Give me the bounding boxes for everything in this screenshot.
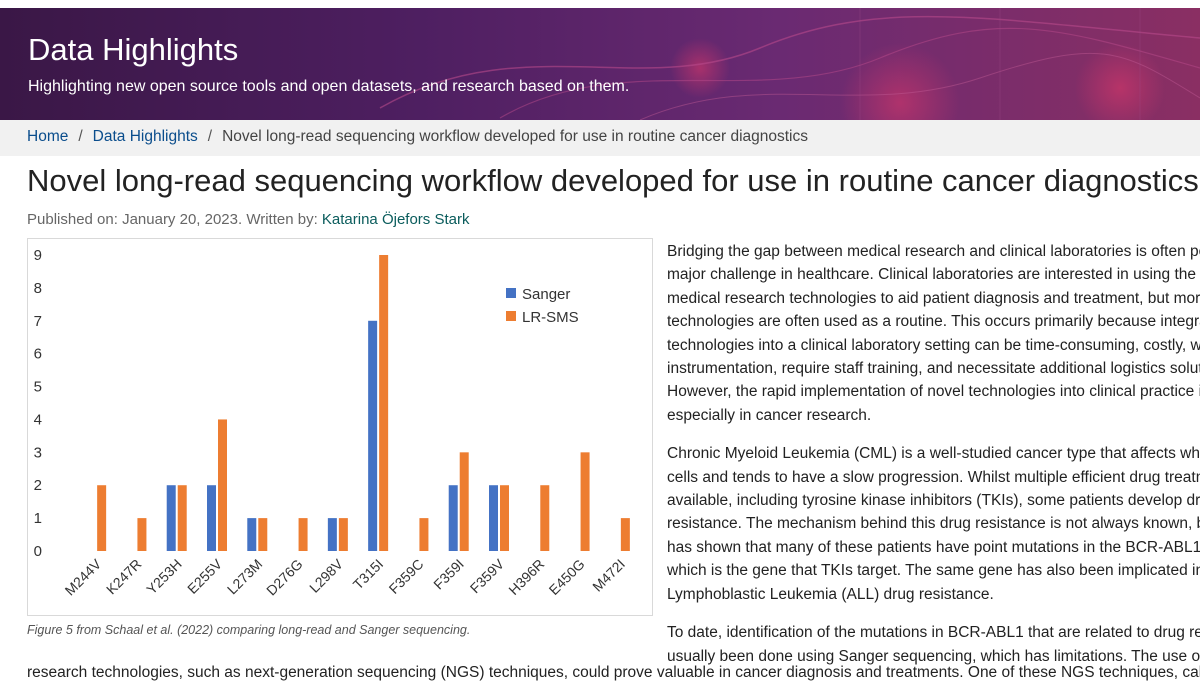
x-tick-label: E255V (184, 555, 226, 597)
article-paragraph: Bridging the gap between medical researc… (667, 240, 1200, 427)
y-tick-label: 5 (34, 379, 42, 396)
bar-sanger-y253h (166, 485, 176, 551)
text-line: available, including tyrosine kinase inh… (667, 492, 1200, 510)
legend-label-sanger: Sanger (522, 286, 570, 303)
text-line: Chronic Myeloid Leukemia (CML) is a well… (667, 445, 1200, 463)
x-tick-label: T315I (350, 556, 387, 593)
text-line: Bridging the gap between medical researc… (667, 243, 1200, 260)
x-tick-label: F359V (467, 555, 508, 596)
y-tick-label: 8 (34, 280, 42, 297)
bar-lr-sms-m244v (97, 485, 107, 551)
y-tick-label: 3 (34, 444, 42, 461)
y-tick-label: 1 (34, 510, 42, 527)
x-tick-label: F359C (386, 556, 427, 597)
bar-lr-sms-f359i (459, 452, 469, 551)
y-tick-label: 9 (34, 247, 42, 264)
article-meta: Published on: January 20, 2023. Written … (27, 211, 469, 228)
bar-lr-sms-h396r (540, 485, 550, 551)
text-line: has shown that many of these patients ha… (667, 538, 1200, 556)
bar-lr-sms-m472i (620, 518, 630, 551)
legend-swatch-sanger (506, 288, 516, 298)
breadcrumb-current: Novel long-read sequencing workflow deve… (222, 128, 808, 145)
bar-lr-sms-k247r (137, 518, 147, 551)
breadcrumb: Home / Data Highlights / Novel long-read seq… (0, 120, 1200, 156)
bar-lr-sms-d276g (298, 518, 308, 551)
y-tick-label: 0 (34, 543, 42, 560)
bar-sanger-f359v (489, 485, 498, 551)
text-line: instrumentation, require staff training,… (667, 360, 1200, 378)
text-line: technologies are often used as a routine… (667, 313, 1200, 331)
text-line: cells and tends to have a slow progressi… (667, 468, 1200, 486)
text-line: especially in cancer research. (667, 406, 872, 424)
article-text-line-partial: research technologies, such as next-gene… (27, 664, 1200, 681)
text-line: resistance. The mechanism behind this dr… (667, 515, 1200, 533)
figure-chart-frame: 0 1 2 3 4 5 6 7 8 9 M244V K247R Y253H E255V L273M D276G… (27, 238, 653, 616)
banner-background-graphic (379, 8, 1200, 120)
breadcrumb-home-link[interactable]: Home (27, 128, 69, 145)
bar-lr-sms-e450g (580, 452, 590, 551)
x-tick-label: H396R (505, 556, 547, 598)
author-link[interactable]: Katarina Öjefors Stark (321, 211, 470, 228)
y-tick-label: 2 (34, 477, 42, 494)
banner-title: Data Highlights (28, 32, 239, 67)
article-title: Novel long-read sequencing workflow deve… (27, 163, 1199, 198)
text-line: major challenge in healthcare. Clinical … (667, 266, 1200, 284)
legend-swatch-lr-sms (506, 311, 516, 321)
bar-sanger-l298v (327, 518, 337, 551)
x-tick-label: D276G (263, 556, 306, 599)
article-paragraph: To date, identification of the mutations… (667, 621, 1200, 668)
bar-lr-sms-t315i (379, 255, 389, 551)
breadcrumb-separator: / (78, 128, 83, 145)
x-tick-label: Y253H (143, 556, 185, 598)
text-line: Lymphoblastic Leukemia (ALL) drug resist… (667, 585, 994, 603)
bar-sanger-t315i (368, 320, 378, 551)
bar-lr-sms-f359v (500, 485, 509, 551)
text-line: medical research technologies to aid pat… (667, 289, 1200, 307)
text-line: However, the rapid implementation of nov… (667, 383, 1200, 401)
banner-subtitle: Highlighting new open source tools and o… (28, 78, 630, 95)
x-tick-label: K247R (103, 556, 145, 598)
x-tick-label: L298V (306, 555, 346, 595)
x-tick-label: E450G (546, 556, 588, 598)
text-line: To date, identification of the mutations… (667, 624, 1200, 642)
bar-sanger-l273m (247, 518, 257, 551)
y-tick-label: 7 (34, 313, 42, 330)
bar-lr-sms-e255v (218, 419, 227, 551)
bar-lr-sms-l273m (258, 518, 268, 551)
breadcrumb-separator: / (207, 128, 213, 145)
published-date-text: Published on: January 20, 2023. Written … (27, 211, 322, 228)
x-tick-label: M472I (589, 556, 628, 595)
bar-lr-sms-f359c (419, 518, 429, 551)
y-tick-label: 4 (34, 411, 42, 428)
article-paragraph: Chronic Myeloid Leukemia (CML) is a well… (667, 442, 1200, 606)
text-line: which is the gene that TKIs target. The … (667, 562, 1200, 580)
bar-sanger-f359i (448, 485, 458, 551)
x-tick-label: M244V (62, 555, 105, 598)
breadcrumb-section-link[interactable]: Data Highlights (92, 128, 198, 145)
page-header-banner: Data Highlights Highlighting new open so… (0, 8, 1200, 120)
article-body: Bridging the gap between medical researc… (667, 240, 1200, 683)
text-line: technologies into a clinical laboratory … (667, 336, 1200, 354)
x-tick-label: L273M (224, 556, 266, 598)
figure-caption: Figure 5 from Schaal et al. (2022) compa… (27, 623, 471, 637)
bar-lr-sms-l298v (338, 518, 348, 551)
y-tick-label: 6 (34, 346, 42, 363)
legend-label-lr-sms: LR-SMS (522, 309, 579, 326)
bar-sanger-e255v (207, 485, 216, 551)
text-line: usually been done using Sanger sequencin… (667, 647, 1200, 665)
x-tick-label: F359I (430, 556, 467, 593)
bar-lr-sms-y253h (177, 485, 187, 551)
